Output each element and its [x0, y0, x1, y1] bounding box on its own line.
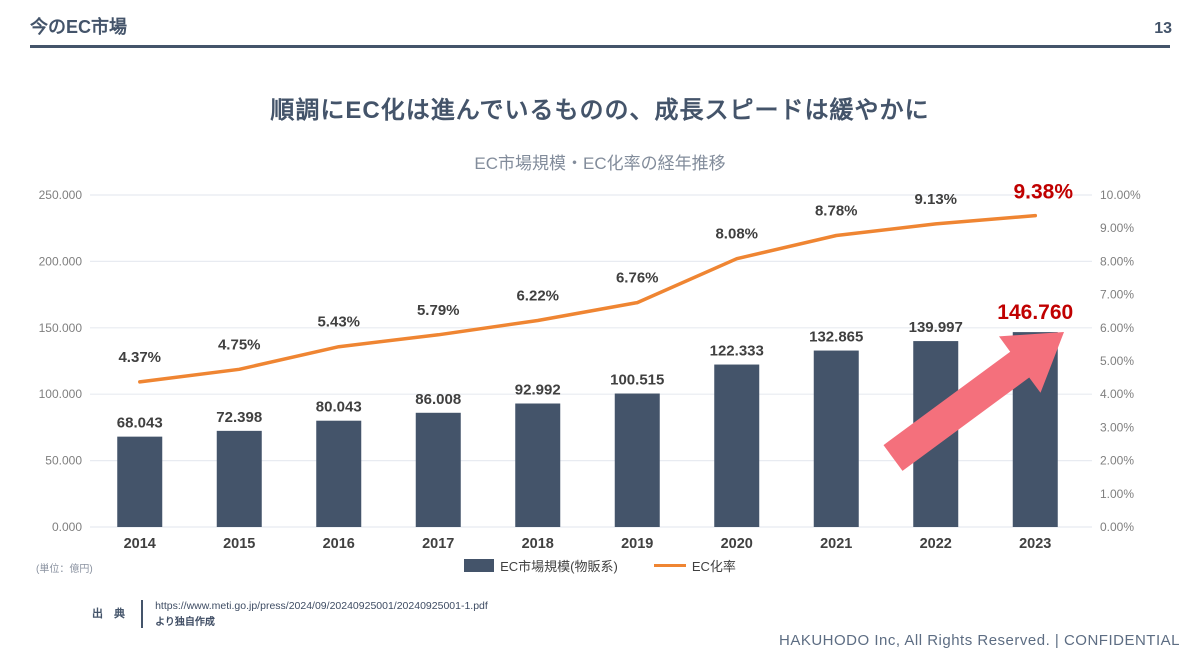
- left-axis-tick: 0.000: [52, 520, 82, 534]
- chart-title: EC市場規模・EC化率の経年推移: [474, 154, 726, 173]
- right-axis-tick: 9.00%: [1100, 221, 1134, 235]
- page-number: 13: [1154, 20, 1172, 37]
- legend-label-market-size: EC市場規模(物販系): [500, 559, 618, 574]
- bar-label-2019: 100.515: [610, 372, 664, 389]
- slide-headline: 順調にEC化は進んでいるものの、成長スピードは緩やかに: [270, 97, 930, 124]
- bar-label-2018: 92.992: [515, 382, 561, 399]
- x-axis-label-2019: 2019: [621, 536, 653, 552]
- line-label-2023: 9.38%: [1013, 181, 1073, 204]
- line-label-2017: 5.79%: [417, 302, 460, 319]
- trend-arrow-icon: [883, 332, 1064, 471]
- line-label-2016: 5.43%: [317, 314, 360, 331]
- right-axis-tick: 2.00%: [1100, 454, 1134, 468]
- bar-2014: [117, 436, 163, 527]
- source-block: 出 典 https://www.meti.go.jp/press/2024/09…: [92, 600, 488, 628]
- ec-combo-chart: 0.000 50.000 100.000 150.000 200.000 250.000 0…: [39, 181, 1141, 552]
- bar-label-2020: 122.333: [710, 343, 764, 360]
- right-axis-tick: 4.00%: [1100, 387, 1134, 401]
- x-axis-label-2014: 2014: [124, 536, 156, 552]
- chart-legend: EC市場規模(物販系) EC化率: [0, 556, 1200, 575]
- footer-copyright: HAKUHODO Inc, All Rights Reserved. | CON…: [779, 632, 1180, 649]
- bar-2016: [316, 420, 362, 527]
- right-axis-tick: 8.00%: [1100, 254, 1134, 268]
- line-label-2021: 8.78%: [815, 203, 858, 220]
- bar-2015: [216, 430, 262, 527]
- bar-label-2021: 132.865: [809, 329, 863, 346]
- legend-item-ec-rate: EC化率: [653, 556, 736, 575]
- x-axis-label-2020: 2020: [721, 536, 753, 552]
- bar-label-2016: 80.043: [316, 399, 362, 416]
- source-divider: [141, 600, 144, 628]
- unit-note: (単位：億円): [36, 564, 93, 575]
- left-axis-tick: 150.000: [39, 321, 83, 335]
- right-axis-tick: 5.00%: [1100, 354, 1134, 368]
- bar-series-swatch: [464, 559, 495, 572]
- bar-2019: [614, 393, 660, 527]
- source-url-link[interactable]: https://www.meti.go.jp/press/2024/09/202…: [155, 600, 488, 612]
- x-axis-label-2015: 2015: [223, 536, 255, 552]
- x-axis-label-2021: 2021: [820, 536, 852, 552]
- x-axis-label-2018: 2018: [522, 536, 554, 552]
- line-label-2015: 4.75%: [218, 336, 261, 353]
- x-axis-label-2023: 2023: [1019, 536, 1051, 552]
- header-divider: [30, 45, 1170, 48]
- right-axis-tick: 7.00%: [1100, 288, 1134, 302]
- right-axis-tick: 10.00%: [1100, 188, 1141, 202]
- bar-label-2022: 139.997: [909, 319, 963, 336]
- source-body: https://www.meti.go.jp/press/2024/09/202…: [155, 600, 488, 628]
- left-axis-tick: 200.000: [39, 254, 83, 268]
- bar-2018: [515, 403, 561, 527]
- bar-2020: [714, 364, 760, 527]
- source-label: 出 典: [92, 608, 130, 620]
- left-axis-tick: 250.000: [39, 188, 83, 202]
- right-axis-tick: 1.00%: [1100, 487, 1134, 501]
- left-axis-tick: 100.000: [39, 387, 83, 401]
- legend-item-market-size: EC市場規模(物販系): [464, 556, 618, 575]
- x-axis-label-2017: 2017: [422, 536, 454, 552]
- line-series-swatch: [653, 563, 686, 568]
- line-label-2014: 4.37%: [118, 349, 161, 366]
- bar-label-2023: 146.760: [997, 301, 1073, 324]
- line-label-2018: 6.22%: [516, 287, 559, 304]
- right-axis-tick: 0.00%: [1100, 520, 1134, 534]
- bar-label-2014: 68.043: [117, 415, 163, 432]
- bar-label-2017: 86.008: [415, 391, 461, 408]
- right-axis-tick: 6.00%: [1100, 321, 1134, 335]
- source-note: より独自作成: [155, 617, 215, 628]
- line-label-2022: 9.13%: [914, 191, 957, 208]
- bar-label-2015: 72.398: [216, 409, 262, 426]
- line-label-2020: 8.08%: [715, 226, 758, 243]
- left-axis-tick: 50.000: [45, 454, 82, 468]
- bar-2017: [415, 412, 461, 527]
- x-axis-label-2016: 2016: [323, 536, 355, 552]
- line-label-2019: 6.76%: [616, 270, 659, 287]
- ec-rate-line: [138, 213, 1038, 384]
- bar-2021: [813, 350, 859, 527]
- x-axis-label-2022: 2022: [920, 536, 952, 552]
- page-title: 今のEC市場: [30, 17, 128, 37]
- right-axis-tick: 3.00%: [1100, 420, 1134, 434]
- legend-label-ec-rate: EC化率: [691, 559, 736, 574]
